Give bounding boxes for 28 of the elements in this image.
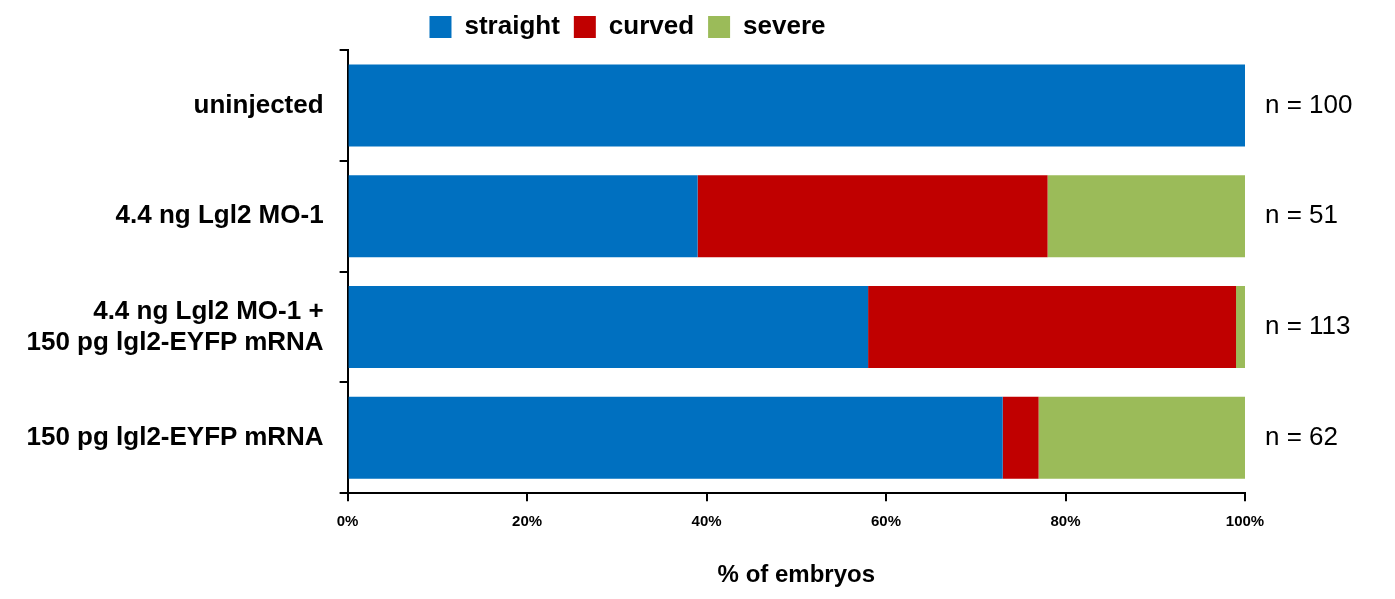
text: n = 113	[1265, 310, 1351, 341]
bar	[348, 396, 1003, 479]
bar	[348, 64, 1245, 147]
x-tick-label: 40%	[691, 512, 722, 530]
bar	[348, 175, 698, 258]
x-tick-label: 100%	[1225, 512, 1265, 530]
x-axis-title: % of embryos	[717, 560, 875, 588]
legend-label: curved	[608, 10, 695, 41]
bar	[1236, 286, 1245, 368]
x-tick-label: 20%	[512, 512, 543, 530]
bar	[1002, 396, 1039, 479]
bar	[1047, 175, 1245, 258]
y-tick-label: 150 pg lgl2-EYFP mRNA	[26, 420, 324, 451]
bar	[348, 286, 869, 368]
bar	[697, 175, 1048, 258]
legend-label: straight	[464, 10, 561, 41]
y-tick-label: 4.4 ng Lgl2 MO-1 + 150 pg lgl2-EYFP mRNA	[26, 294, 324, 356]
y-tick-label: uninjected	[193, 88, 324, 119]
bar	[868, 286, 1237, 368]
text: n = 51	[1265, 199, 1339, 230]
x-tick-label: 60%	[871, 512, 902, 530]
text: n = 62	[1265, 420, 1339, 451]
x-tick-label: 0%	[336, 512, 359, 530]
legend-label: severe	[743, 10, 826, 41]
y-tick-label: 4.4 ng Lgl2 MO-1	[115, 199, 324, 230]
text: n = 100	[1265, 88, 1353, 119]
bar	[1038, 396, 1245, 479]
x-tick-label: 80%	[1050, 512, 1081, 530]
